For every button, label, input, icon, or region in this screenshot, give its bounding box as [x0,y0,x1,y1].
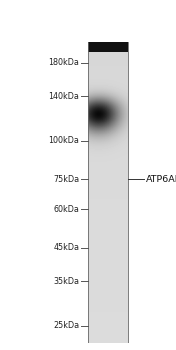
Text: 140kDa: 140kDa [48,92,79,100]
Text: 35kDa: 35kDa [53,276,79,286]
Text: 75kDa: 75kDa [53,175,79,184]
Text: 180kDa: 180kDa [48,58,79,67]
Text: 45kDa: 45kDa [53,243,79,252]
Text: 25kDa: 25kDa [53,321,79,330]
Text: 100kDa: 100kDa [48,136,79,146]
Text: ATP6AP1: ATP6AP1 [146,175,176,184]
Text: 60kDa: 60kDa [53,205,79,214]
